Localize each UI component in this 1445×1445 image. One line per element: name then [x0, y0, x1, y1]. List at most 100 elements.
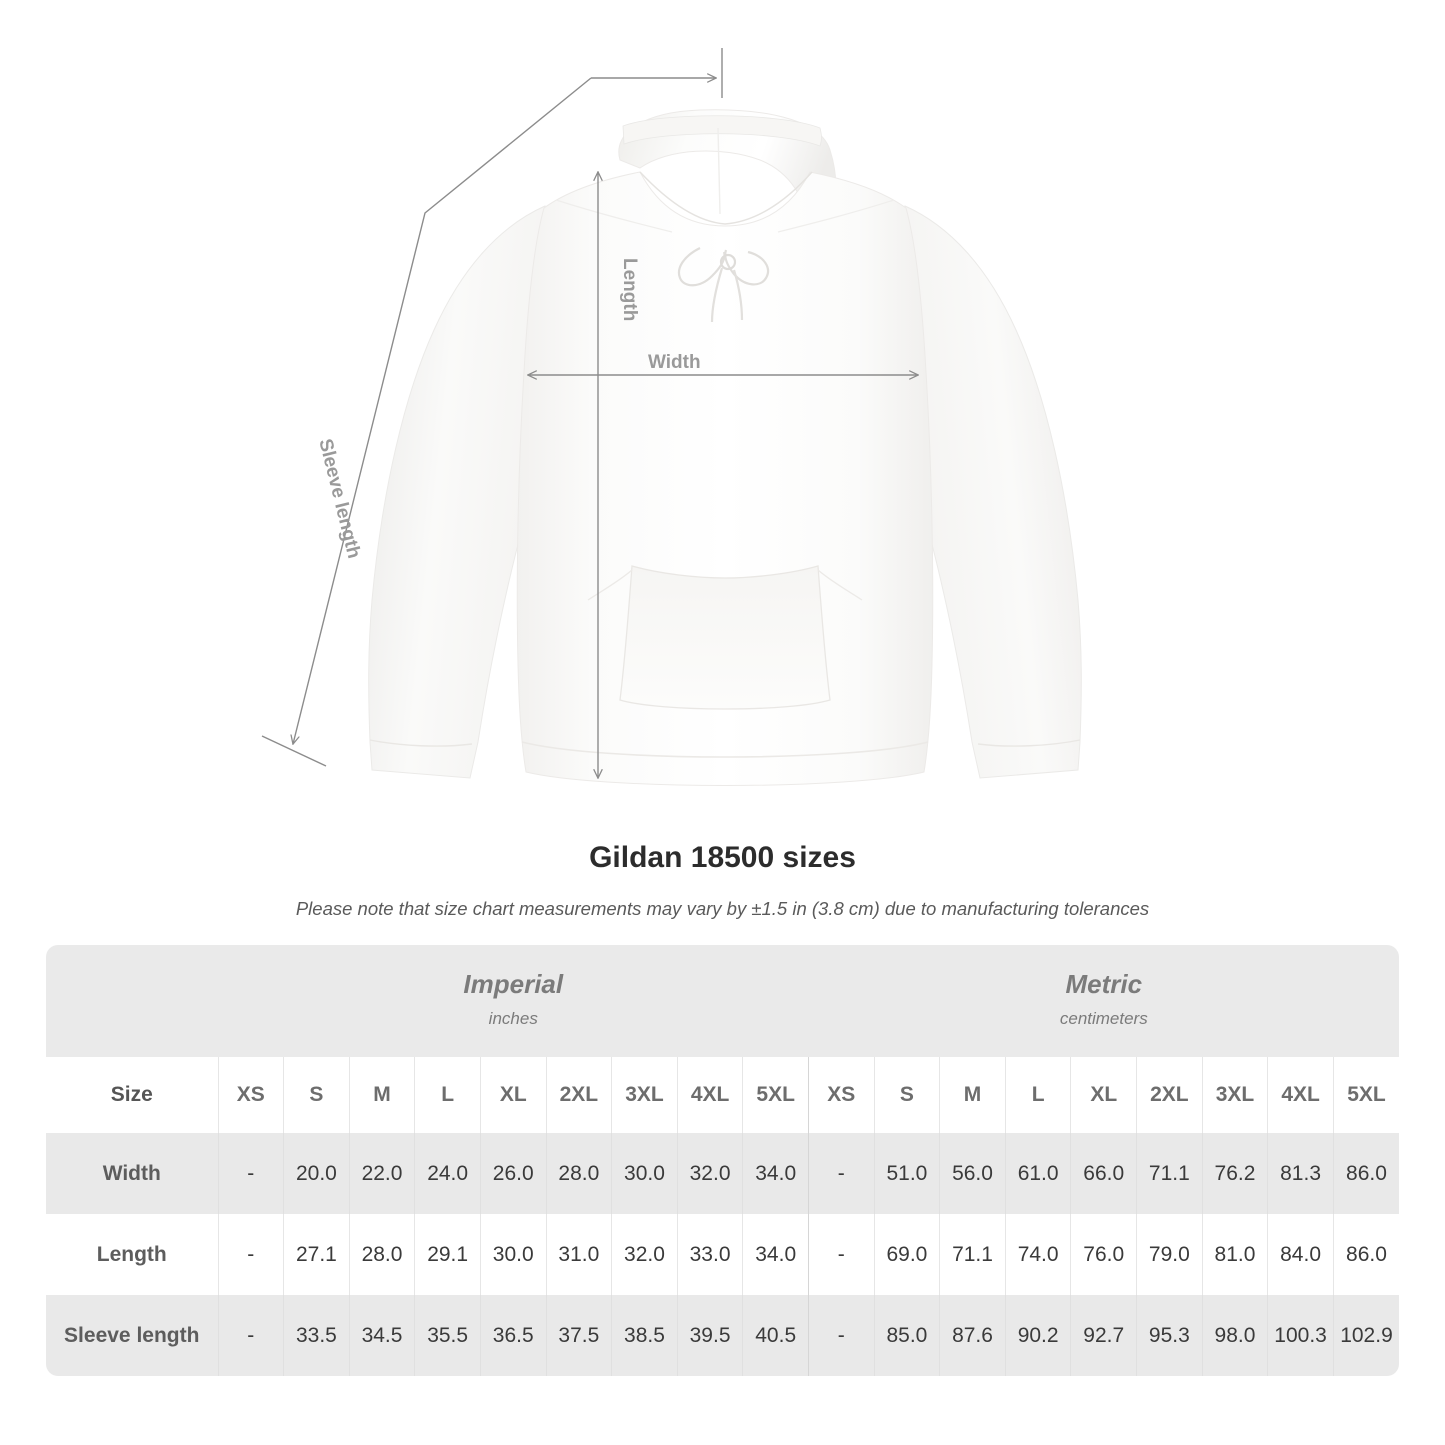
size-header-imperial-s: S [283, 1057, 350, 1133]
cell-length-metric-3xl: 81.0 [1201, 1214, 1268, 1295]
unit-group-row: Imperial inches Metric centimeters [46, 945, 1400, 1057]
cell-width-metric-s: 51.0 [873, 1133, 940, 1214]
tolerance-note: Please note that size chart measurements… [295, 898, 1150, 919]
cell-width-metric-3xl: 76.2 [1201, 1133, 1268, 1214]
size-header-metric-l: L [1004, 1057, 1071, 1133]
size-header-metric-xs: XS [808, 1057, 875, 1133]
table-row: Width -20.0 22.0 24.0 26.0 28.0 30.0 32.0 34.0-5… [46, 1133, 1400, 1214]
size-header-metric-3xl: 3XL [1201, 1057, 1268, 1133]
cell-width-imperial-l: 24.0 [414, 1133, 481, 1214]
right-shoulder-seam [777, 199, 895, 233]
cell-sleeve-length-metric-xs: - [808, 1295, 875, 1376]
left-shoulder-seam [555, 199, 673, 233]
size-chart-table: Imperial inches Metric centimeters Size XS S M L… [46, 945, 1400, 1376]
cell-length-metric-m: 71.1 [939, 1214, 1006, 1295]
cell-sleeve-length-imperial-xl: 36.5 [479, 1295, 547, 1376]
sleeve-length-dimension-label: Sleeve length [314, 437, 364, 561]
cell-width-imperial-2xl: 28.0 [545, 1133, 612, 1214]
size-header-imperial-2xl: 2XL [545, 1057, 612, 1133]
cell-width-imperial-s: 20.0 [283, 1133, 350, 1214]
size-header-row: Size XS S M L XL 2XL 3XL 4XL 5XL XS S M L XL 2XL 3XL 4XL 5… [46, 1057, 1400, 1133]
row-label-length: Length [46, 1214, 218, 1295]
cell-sleeve-length-imperial-4xl: 39.5 [676, 1295, 743, 1376]
cell-length-imperial-2xl: 31.0 [545, 1214, 612, 1295]
cell-sleeve-length-imperial-l: 35.5 [414, 1295, 481, 1376]
cell-width-metric-5xl: 86.0 [1332, 1133, 1400, 1214]
cell-width-metric-xs: - [808, 1133, 875, 1214]
cell-width-imperial-5xl: 34.0 [742, 1133, 809, 1214]
cell-width-metric-4xl: 81.3 [1267, 1133, 1334, 1214]
size-header-imperial-xl: XL [479, 1057, 547, 1133]
sleeve-length-line [293, 77, 592, 744]
unit-group-spacer [46, 945, 218, 1057]
unit-group-sub: inches [488, 1009, 538, 1028]
unit-group-imperial: Imperial inches [218, 945, 809, 1057]
unit-group-name: Metric [1065, 969, 1143, 999]
cell-length-metric-xl: 76.0 [1070, 1214, 1137, 1295]
table-row: Length -27.1 28.0 29.1 30.0 31.0 32.0 33.0 34.0-… [46, 1214, 1400, 1295]
cell-sleeve-length-imperial-3xl: 38.5 [611, 1295, 678, 1376]
waistband-seam [521, 741, 929, 758]
sleeve-end-tick [261, 735, 327, 767]
cell-length-imperial-m: 28.0 [348, 1214, 415, 1295]
size-header-imperial-5xl: 5XL [742, 1057, 809, 1133]
hoodie-body [516, 171, 934, 786]
hoodie-illustration: Length Width Sleeve length [261, 48, 1082, 786]
hood-center-seam [717, 127, 721, 215]
size-header-label: Size [46, 1057, 218, 1133]
row-label-sleeve-length: Sleeve length [46, 1295, 218, 1376]
cell-width-imperial-m: 22.0 [348, 1133, 415, 1214]
unit-group-name: Imperial [463, 969, 564, 999]
cell-sleeve-length-metric-xl: 92.7 [1070, 1295, 1137, 1376]
cell-width-metric-2xl: 71.1 [1136, 1133, 1203, 1214]
size-header-imperial-xs: XS [217, 1057, 284, 1133]
pocket-right-opening [817, 569, 863, 601]
cell-sleeve-length-metric-m: 87.6 [939, 1295, 1006, 1376]
cell-length-imperial-3xl: 32.0 [611, 1214, 678, 1295]
hood-rim [622, 115, 822, 147]
size-header-metric-5xl: 5XL [1332, 1057, 1400, 1133]
size-header-imperial-4xl: 4XL [676, 1057, 743, 1133]
left-cuff-seam [369, 739, 473, 747]
drawstring-bow [677, 247, 770, 323]
cell-length-metric-4xl: 84.0 [1267, 1214, 1334, 1295]
size-chart-table-wrap: Imperial inches Metric centimeters Size XS S M L… [46, 945, 1400, 1376]
cell-length-imperial-l: 29.1 [414, 1214, 481, 1295]
cell-length-imperial-s: 27.1 [283, 1214, 350, 1295]
length-dimension-label: Length [619, 258, 640, 321]
cell-sleeve-length-metric-l: 90.2 [1004, 1295, 1071, 1376]
cell-sleeve-length-imperial-s: 33.5 [283, 1295, 350, 1376]
size-header-imperial-m: M [348, 1057, 415, 1133]
neckline-seam [639, 171, 813, 225]
cell-length-metric-s: 69.0 [873, 1214, 940, 1295]
cell-width-imperial-4xl: 32.0 [676, 1133, 743, 1214]
cell-length-imperial-xs: - [217, 1214, 284, 1295]
size-header-metric-4xl: 4XL [1267, 1057, 1334, 1133]
unit-group-metric: Metric centimeters [808, 945, 1400, 1057]
cell-sleeve-length-metric-s: 85.0 [873, 1295, 940, 1376]
cell-width-metric-m: 56.0 [939, 1133, 1006, 1214]
size-header-imperial-l: L [414, 1057, 481, 1133]
cell-width-metric-xl: 66.0 [1070, 1133, 1137, 1214]
row-label-width: Width [46, 1133, 218, 1214]
width-dimension-label: Width [648, 352, 701, 373]
cell-sleeve-length-imperial-m: 34.5 [348, 1295, 415, 1376]
cell-width-metric-l: 61.0 [1004, 1133, 1071, 1214]
cell-length-metric-5xl: 86.0 [1332, 1214, 1400, 1295]
hoodie-artwork: Length Width Sleeve length [261, 48, 1082, 786]
right-cuff-seam [977, 739, 1081, 747]
cell-sleeve-length-metric-5xl: 102.9 [1332, 1295, 1400, 1376]
kangaroo-pocket [619, 565, 831, 710]
cell-length-imperial-xl: 30.0 [479, 1214, 547, 1295]
size-header-metric-xl: XL [1070, 1057, 1137, 1133]
cell-width-imperial-xs: - [217, 1133, 284, 1214]
page-title: Gildan 18500 sizes [589, 841, 856, 874]
table-row: Sleeve length -33.5 34.5 35.5 36.5 37.5 38.5 39… [46, 1295, 1400, 1376]
size-header-metric-2xl: 2XL [1136, 1057, 1203, 1133]
cell-sleeve-length-imperial-xs: - [217, 1295, 284, 1376]
cell-length-imperial-5xl: 34.0 [742, 1214, 809, 1295]
cell-length-metric-2xl: 79.0 [1136, 1214, 1203, 1295]
chart-heading-block: Gildan 18500 sizes Please note that size… [0, 838, 1445, 921]
cell-sleeve-length-imperial-2xl: 37.5 [545, 1295, 612, 1376]
cell-length-metric-l: 74.0 [1004, 1214, 1071, 1295]
